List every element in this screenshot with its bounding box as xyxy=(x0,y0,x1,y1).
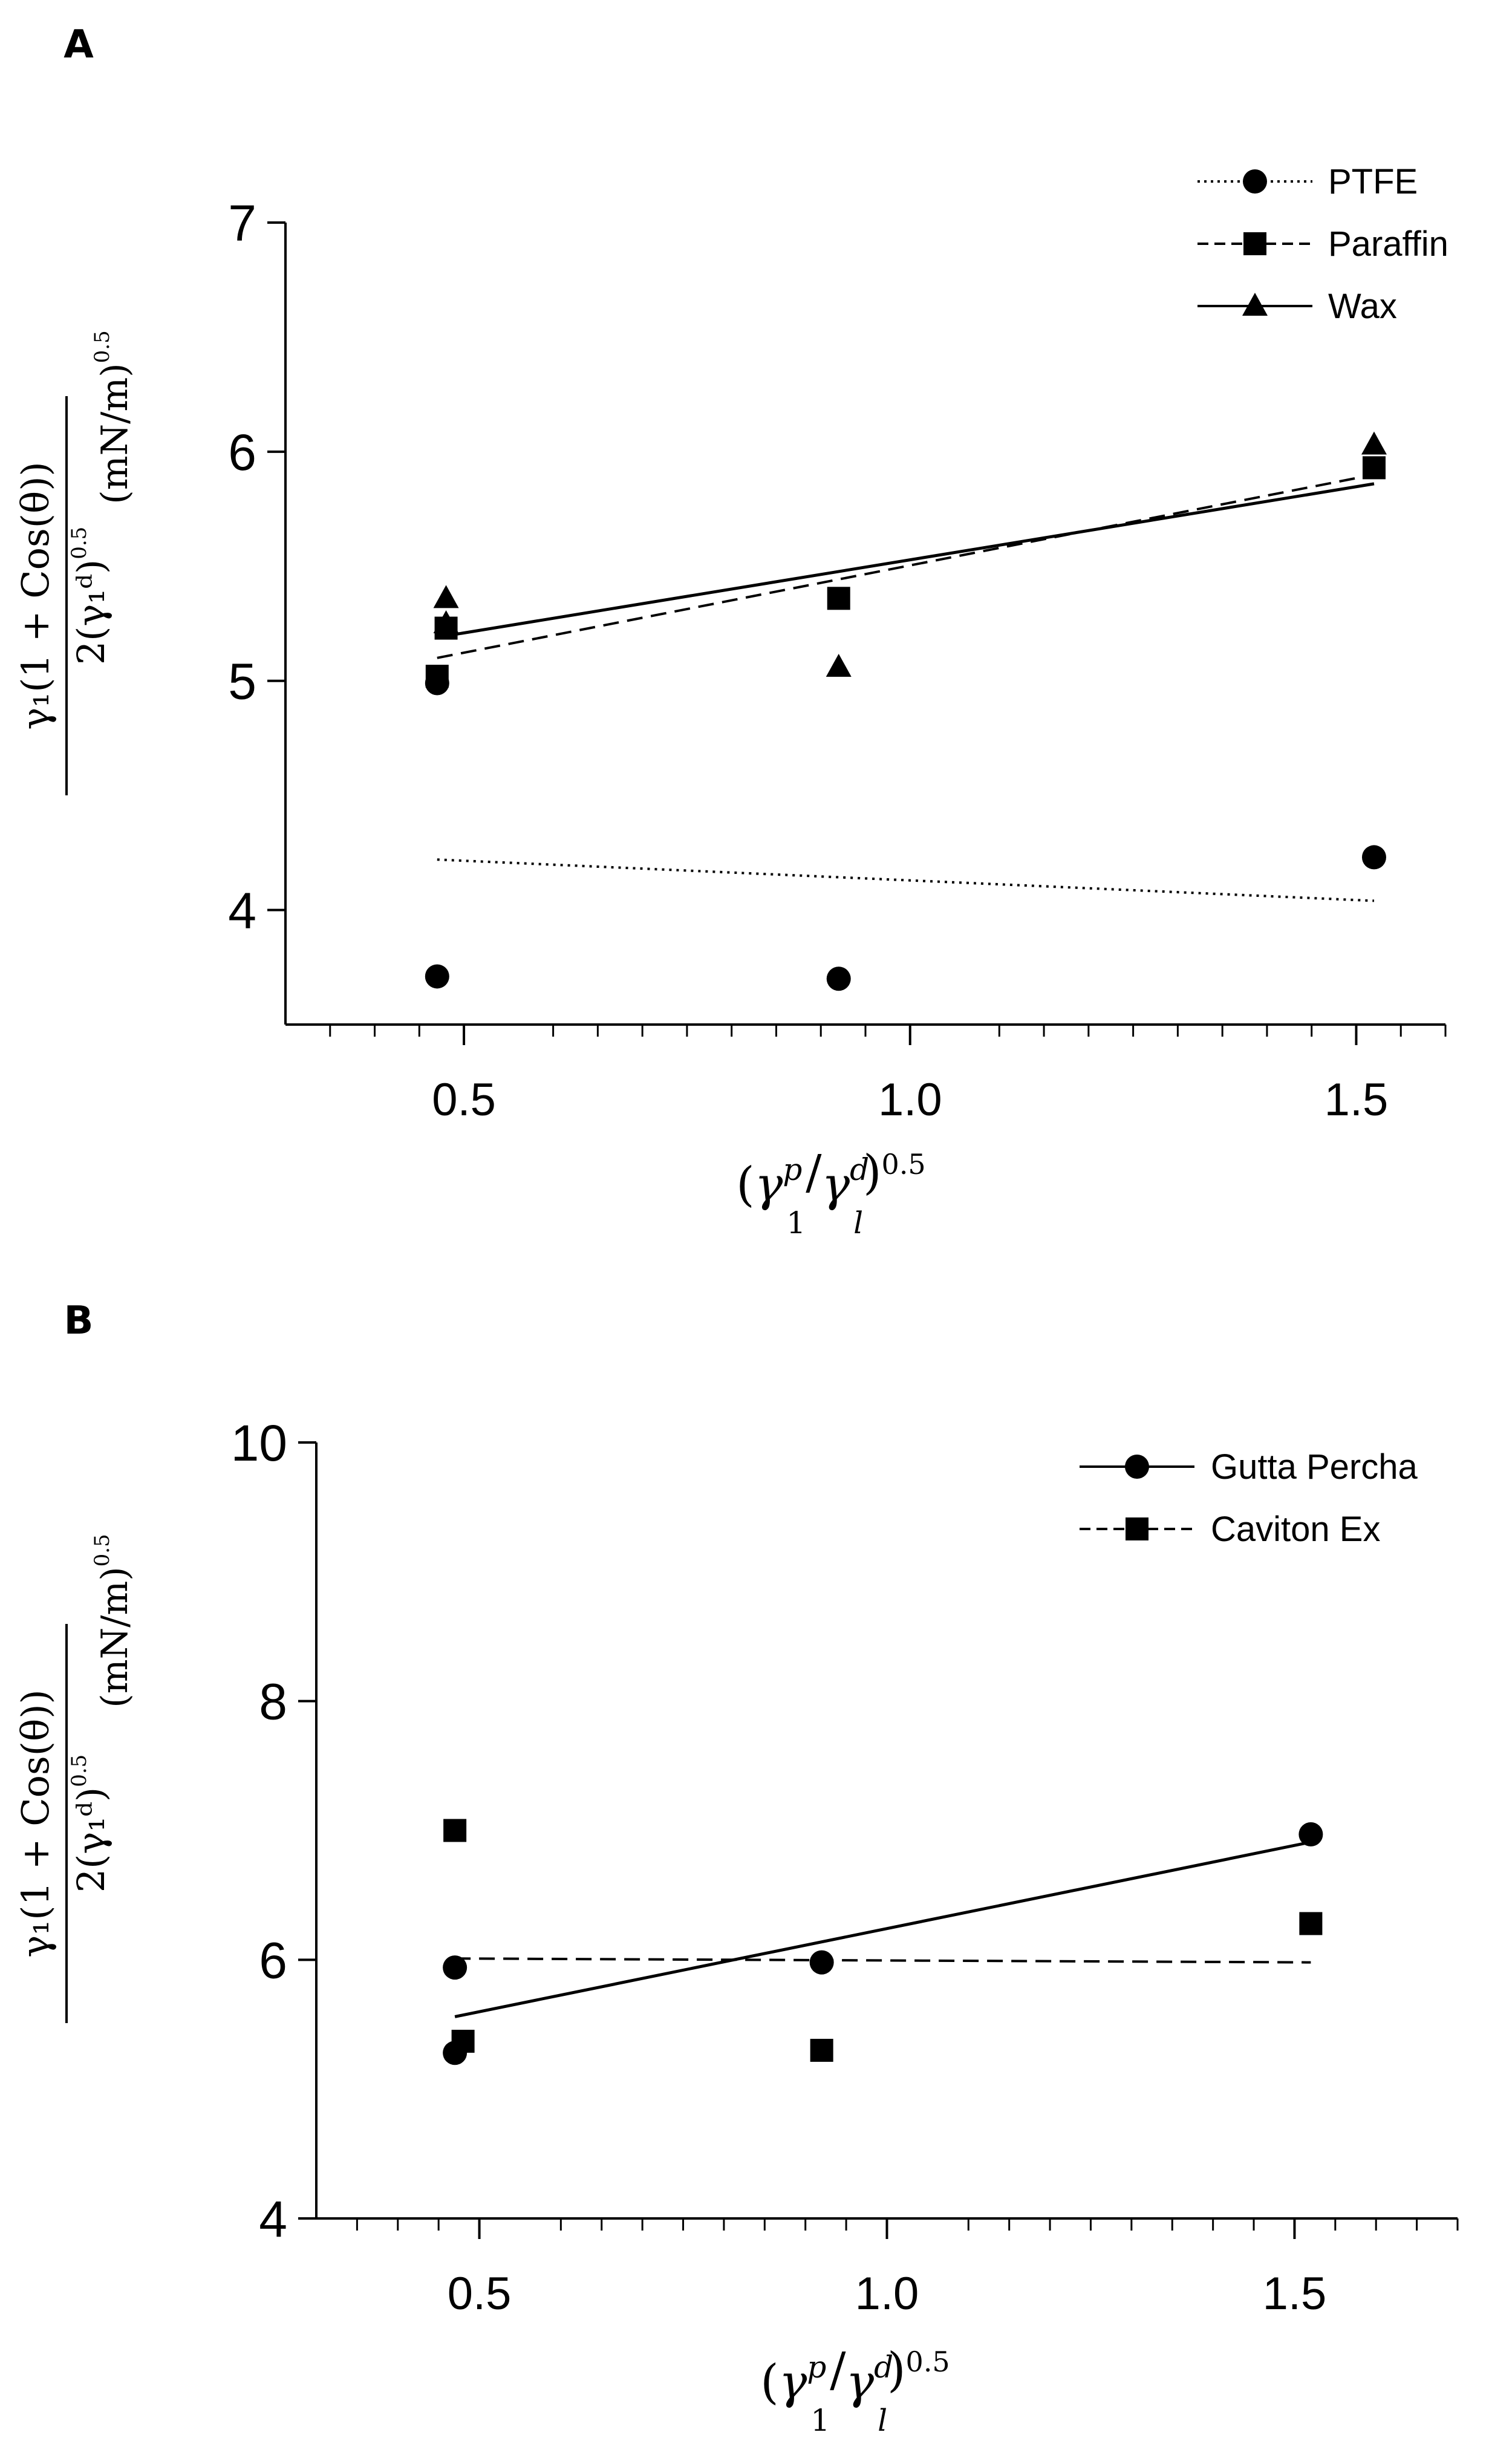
x-axis-label-part: ( xyxy=(760,2355,778,2410)
legend-marker xyxy=(1242,293,1268,316)
data-point-wax xyxy=(433,585,459,608)
y-tick-label: 6 xyxy=(259,1932,287,1989)
data-point-wax xyxy=(826,653,852,677)
legend-marker xyxy=(1126,1517,1149,1540)
x-tick-label: 1.0 xyxy=(878,1074,942,1126)
data-point-caviton-ex xyxy=(810,2039,833,2062)
y-tick-label: 5 xyxy=(228,653,256,710)
x-axis-label-part: l xyxy=(878,2403,887,2438)
y-tick-label: 8 xyxy=(259,1674,287,1730)
data-point-gutta-percha xyxy=(443,1955,468,1980)
x-tick-label: 1.0 xyxy=(855,2268,919,2319)
y-axis-label-denominator: 2(γ₁ᵈ)0.5 xyxy=(67,1755,113,1893)
x-axis-label: (γp 1/γd l)0.5 xyxy=(736,1146,925,1240)
x-axis-label: (γp 1/γd l)0.5 xyxy=(760,2343,950,2438)
y-tick-label: 4 xyxy=(259,2191,287,2247)
x-axis-label-part: 1 xyxy=(786,1205,806,1240)
x-axis-label-part: ) xyxy=(887,2343,905,2397)
x-tick-label: 1.5 xyxy=(1263,2268,1327,2319)
panel-letter: B xyxy=(64,1299,94,1343)
legend-label: Gutta Percha xyxy=(1211,1447,1418,1487)
fit-line-wax xyxy=(437,482,1375,639)
x-tick-label: 1.5 xyxy=(1324,1074,1389,1126)
x-axis-label-part: 1 xyxy=(810,2403,830,2438)
x-axis-label-part: p xyxy=(783,1152,802,1187)
y-axis-label-denominator: 2(γ₁ᵈ)0.5 xyxy=(67,527,113,665)
x-axis-label-part: γ xyxy=(846,2355,874,2410)
data-point-ptfe xyxy=(1361,845,1386,870)
legend-marker xyxy=(1125,1455,1149,1479)
y-axis-units: (mN/m)0.5 xyxy=(90,330,136,504)
data-point-gutta-percha xyxy=(809,1950,834,1975)
y-axis-units-base: (mN/m) xyxy=(94,1566,136,1707)
x-axis-label-part: p xyxy=(807,2350,826,2385)
legend-label: Wax xyxy=(1328,287,1397,326)
y-axis-label: γ₁(1 + Cos(θ)) 2(γ₁ᵈ)0.5 xyxy=(13,1624,113,2023)
y-axis-label-numerator: γ₁(1 + Cos(θ)) xyxy=(13,461,57,729)
data-point-wax xyxy=(1361,431,1387,455)
data-point-paraffin xyxy=(827,587,850,610)
y-axis-units-exponent: 0.5 xyxy=(90,1534,114,1566)
data-point-caviton-ex xyxy=(451,2030,475,2053)
panel-letter: A xyxy=(64,22,94,67)
y-tick-label: 7 xyxy=(228,195,256,252)
legend-marker xyxy=(1243,232,1266,255)
fit-line-gutta-percha xyxy=(454,1840,1311,2018)
y-tick-label: 10 xyxy=(231,1415,287,1472)
x-axis-label-part: γ xyxy=(755,1158,783,1212)
x-axis-label-part: d xyxy=(850,1152,869,1187)
x-tick-label: 0.5 xyxy=(432,1074,496,1126)
legend-label: Caviton Ex xyxy=(1211,1510,1380,1549)
data-point-ptfe xyxy=(425,964,449,989)
y-axis-units-base: (mN/m) xyxy=(94,363,136,504)
fit-line-caviton-ex xyxy=(455,1957,1311,1964)
x-axis-label-part: d xyxy=(874,2350,893,2385)
x-axis-label-part: / xyxy=(830,2343,846,2397)
x-tick-label: 0.5 xyxy=(448,2268,512,2319)
x-axis-label-part: / xyxy=(806,1146,822,1200)
y-axis-label-denominator-exponent: 0.5 xyxy=(67,527,91,559)
data-point-paraffin xyxy=(425,665,449,688)
legend-marker xyxy=(1243,169,1267,194)
x-axis-label-part: γ xyxy=(821,1158,850,1212)
x-axis-label-part: l xyxy=(853,1205,863,1240)
legend-label: Paraffin xyxy=(1328,224,1448,264)
x-axis-label-part: ( xyxy=(736,1158,754,1212)
data-point-paraffin xyxy=(1362,456,1386,480)
y-axis-label-denominator-exponent: 0.5 xyxy=(67,1755,91,1787)
y-axis-units-exponent: 0.5 xyxy=(90,330,114,363)
legend-label: PTFE xyxy=(1328,162,1418,201)
y-axis-label-denominator-text: 2(γ₁ᵈ) xyxy=(69,1787,113,1893)
x-axis-label-part: 0.5 xyxy=(882,1148,926,1181)
x-axis-label-part: 0.5 xyxy=(906,2345,950,2378)
y-tick-label: 4 xyxy=(228,882,256,939)
y-tick-label: 6 xyxy=(228,424,256,481)
y-axis-label-numerator: γ₁(1 + Cos(θ)) xyxy=(13,1689,57,1957)
data-point-wax xyxy=(433,610,459,633)
data-point-gutta-percha xyxy=(1298,1822,1323,1846)
data-point-ptfe xyxy=(826,966,851,991)
y-axis-label: γ₁(1 + Cos(θ)) 2(γ₁ᵈ)0.5 xyxy=(13,396,113,795)
fit-line-paraffin xyxy=(437,473,1375,659)
y-axis-units: (mN/m)0.5 xyxy=(90,1534,136,1707)
x-axis-label-part: γ xyxy=(779,2355,807,2410)
y-axis-label-denominator-text: 2(γ₁ᵈ) xyxy=(69,559,113,665)
data-point-caviton-ex xyxy=(1299,1912,1323,1935)
y-axis-units-text: (mN/m)0.5 xyxy=(90,1534,136,1707)
x-axis-label-part: ) xyxy=(863,1146,881,1200)
y-axis-units-text: (mN/m)0.5 xyxy=(90,330,136,504)
data-point-caviton-ex xyxy=(443,1819,467,1842)
